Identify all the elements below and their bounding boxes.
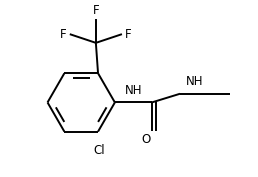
- Text: NH: NH: [186, 75, 203, 88]
- Text: F: F: [60, 28, 67, 41]
- Text: F: F: [125, 28, 132, 41]
- Text: F: F: [93, 4, 99, 17]
- Text: Cl: Cl: [93, 144, 105, 156]
- Text: O: O: [142, 133, 151, 146]
- Text: NH: NH: [125, 84, 142, 97]
